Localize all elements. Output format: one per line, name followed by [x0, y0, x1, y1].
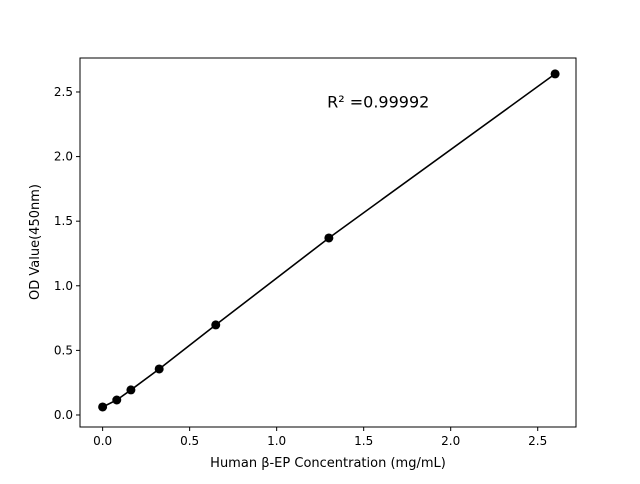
- y-tick-label: 1.0: [54, 279, 73, 293]
- data-point: [98, 402, 108, 412]
- y-tick-label: 0.0: [54, 408, 73, 422]
- x-axis-label: Human β-EP Concentration (mg/mL): [210, 456, 446, 471]
- x-axis: 0.0 0.5 1.0 1.5 2.0 2.5: [93, 427, 547, 448]
- x-tick-label: 0.0: [93, 434, 112, 448]
- y-tick-label: 0.5: [54, 343, 73, 357]
- data-point: [324, 233, 334, 243]
- x-tick-label: 1.5: [354, 434, 373, 448]
- x-tick-label: 2.5: [528, 434, 547, 448]
- x-tick-label: 2.0: [441, 434, 460, 448]
- plot-frame: [79, 57, 577, 428]
- y-axis-label: OD Value(450nm): [28, 184, 43, 300]
- y-tick-label: 1.5: [54, 214, 73, 228]
- r-squared-annotation: R² =0.99992: [327, 92, 429, 111]
- plot-marks: [98, 69, 560, 412]
- data-point: [211, 320, 221, 330]
- y-tick-label: 2.5: [54, 85, 73, 99]
- x-tick-label: 1.0: [267, 434, 286, 448]
- data-point: [126, 385, 136, 395]
- y-tick-label: 2.0: [54, 150, 73, 164]
- x-tick-label: 0.5: [180, 434, 199, 448]
- data-point: [550, 69, 560, 79]
- data-point: [112, 395, 122, 405]
- y-axis: 0.0 0.5 1.0 1.5 2.0 2.5: [54, 85, 80, 422]
- data-point: [154, 364, 164, 374]
